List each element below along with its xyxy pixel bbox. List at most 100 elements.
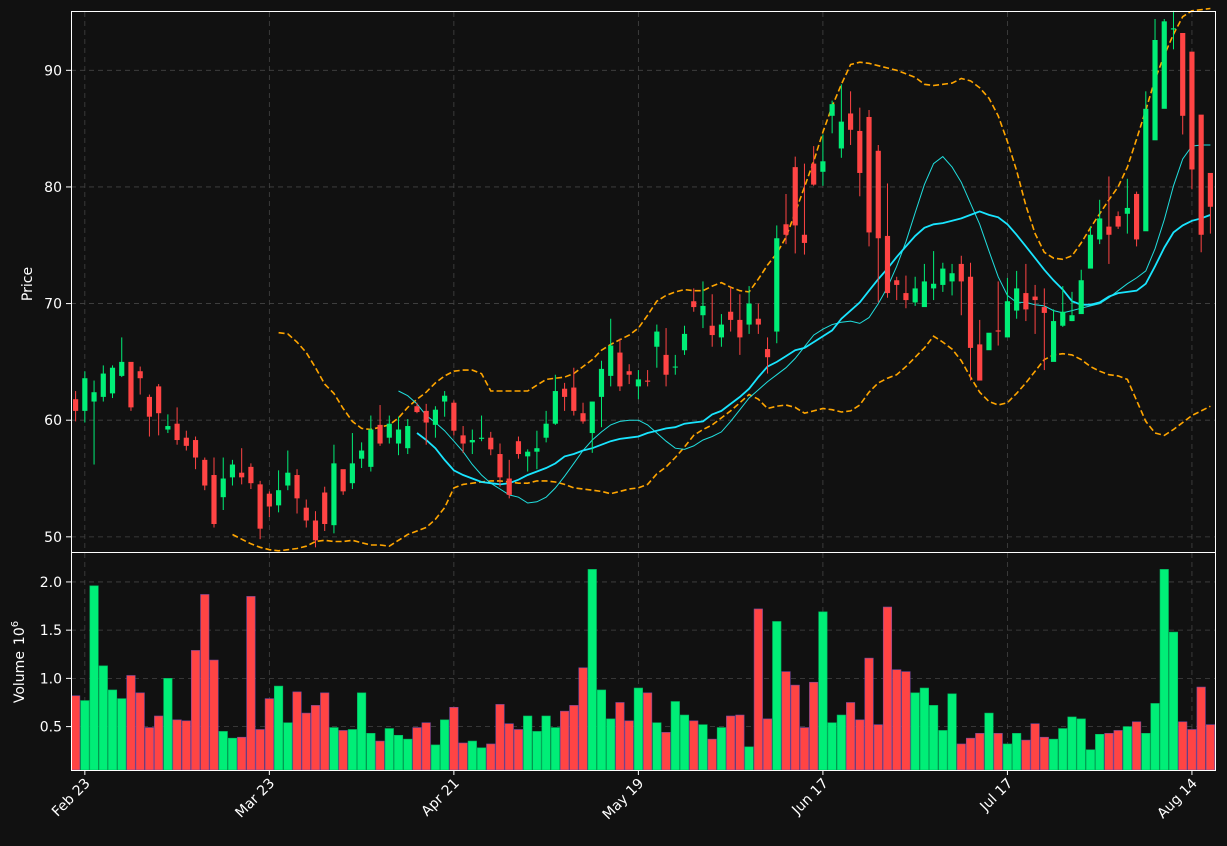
volume-bar <box>292 691 302 771</box>
candle-body <box>174 423 180 441</box>
candle-body <box>728 311 734 320</box>
candle-body <box>285 472 291 486</box>
candle-body <box>737 319 743 338</box>
volume-bar <box>1132 721 1142 771</box>
volume-bar <box>467 740 477 771</box>
candles <box>73 10 1213 548</box>
candle-body <box>746 303 752 325</box>
candle-body <box>368 429 374 467</box>
volume-bar <box>200 594 210 771</box>
volume-panel-frame <box>71 552 1216 771</box>
volume-bar <box>716 727 726 771</box>
volume-bar <box>809 681 819 771</box>
candle-body <box>626 371 632 375</box>
candle-body <box>137 371 143 379</box>
volume-tick-label: 2.0 <box>40 575 62 591</box>
volume-bar <box>504 723 514 771</box>
volume-bar <box>818 611 828 771</box>
candle-body <box>1014 288 1020 311</box>
candle-body <box>423 410 429 423</box>
candle-body <box>1152 39 1158 141</box>
candle-body <box>949 273 955 282</box>
candle-body <box>654 331 660 347</box>
volume-bar <box>1067 716 1077 771</box>
candle-body <box>156 386 162 414</box>
volume-bar <box>1076 718 1086 771</box>
volume-bar <box>560 710 570 771</box>
candle-body <box>866 116 872 233</box>
price-tick-label: 50 <box>44 530 62 546</box>
bollinger-bands <box>232 7 1211 552</box>
candle-body <box>598 368 605 397</box>
sma-slow-line <box>416 210 1211 486</box>
candle-body <box>1004 301 1011 338</box>
volume-bar <box>255 729 265 771</box>
volume-bar <box>864 657 874 771</box>
volume-bar <box>1113 730 1123 771</box>
volume-bar <box>495 704 505 771</box>
volume-bar <box>218 731 228 771</box>
candle-body <box>488 437 494 450</box>
volume-bar <box>698 724 708 771</box>
volume-bar <box>347 729 357 771</box>
volume-bar <box>587 569 597 771</box>
volume-bar <box>237 736 247 771</box>
volume-bar <box>615 702 625 771</box>
volume-bar <box>375 740 385 771</box>
volume-bar <box>126 675 136 771</box>
candle-body <box>783 224 789 235</box>
volume-bar <box>246 596 256 771</box>
price-tick-label: 90 <box>44 63 62 79</box>
candle-body <box>1170 28 1177 30</box>
volume-bar <box>209 659 219 771</box>
volume-bar <box>1159 569 1169 771</box>
candle-body <box>294 475 300 499</box>
candle-body <box>73 399 79 411</box>
candle-body <box>192 440 199 458</box>
candle-body <box>183 437 189 446</box>
candle-body <box>460 435 466 444</box>
price-tick-label: 60 <box>44 413 62 429</box>
volume-bar <box>965 737 976 771</box>
volume-bar <box>753 608 763 771</box>
candle-body <box>774 238 780 332</box>
candle-body <box>1041 307 1047 313</box>
candle-body <box>608 345 614 376</box>
volume-bar <box>107 689 118 771</box>
candle-body <box>359 450 365 459</box>
candle-body <box>220 478 226 498</box>
volume-bar <box>80 700 90 771</box>
volume-bar <box>1095 734 1105 771</box>
volume-bar <box>532 731 542 771</box>
volume-axis-label: Volume 106 <box>10 621 28 703</box>
volume-bar <box>403 738 413 771</box>
candle-body <box>792 167 798 226</box>
volume-bar <box>569 705 579 771</box>
candle-body <box>552 391 558 424</box>
volume-bar <box>163 678 173 771</box>
candle-body <box>589 401 595 434</box>
candle-body <box>497 454 503 478</box>
volume-bar <box>338 730 348 771</box>
volume-bar <box>781 671 791 771</box>
candle-body <box>128 361 134 408</box>
candle-body <box>755 318 761 325</box>
candle-body <box>100 373 106 397</box>
candle-body <box>691 301 697 308</box>
volume-bar <box>98 665 108 771</box>
candle-body <box>469 440 475 443</box>
candle-body <box>1087 234 1094 269</box>
candle-body <box>1032 296 1038 301</box>
candle-body <box>395 429 402 444</box>
volume-bar <box>191 650 201 771</box>
volume-bar <box>172 719 182 771</box>
volume-bar <box>606 718 616 771</box>
volume-bar <box>181 720 191 771</box>
price-tick-label: 80 <box>44 180 62 196</box>
candle-body <box>506 478 512 495</box>
candle-body <box>1207 172 1213 207</box>
volume-bar <box>135 692 145 771</box>
candle-body <box>275 490 282 506</box>
volume-bar <box>1012 733 1022 771</box>
